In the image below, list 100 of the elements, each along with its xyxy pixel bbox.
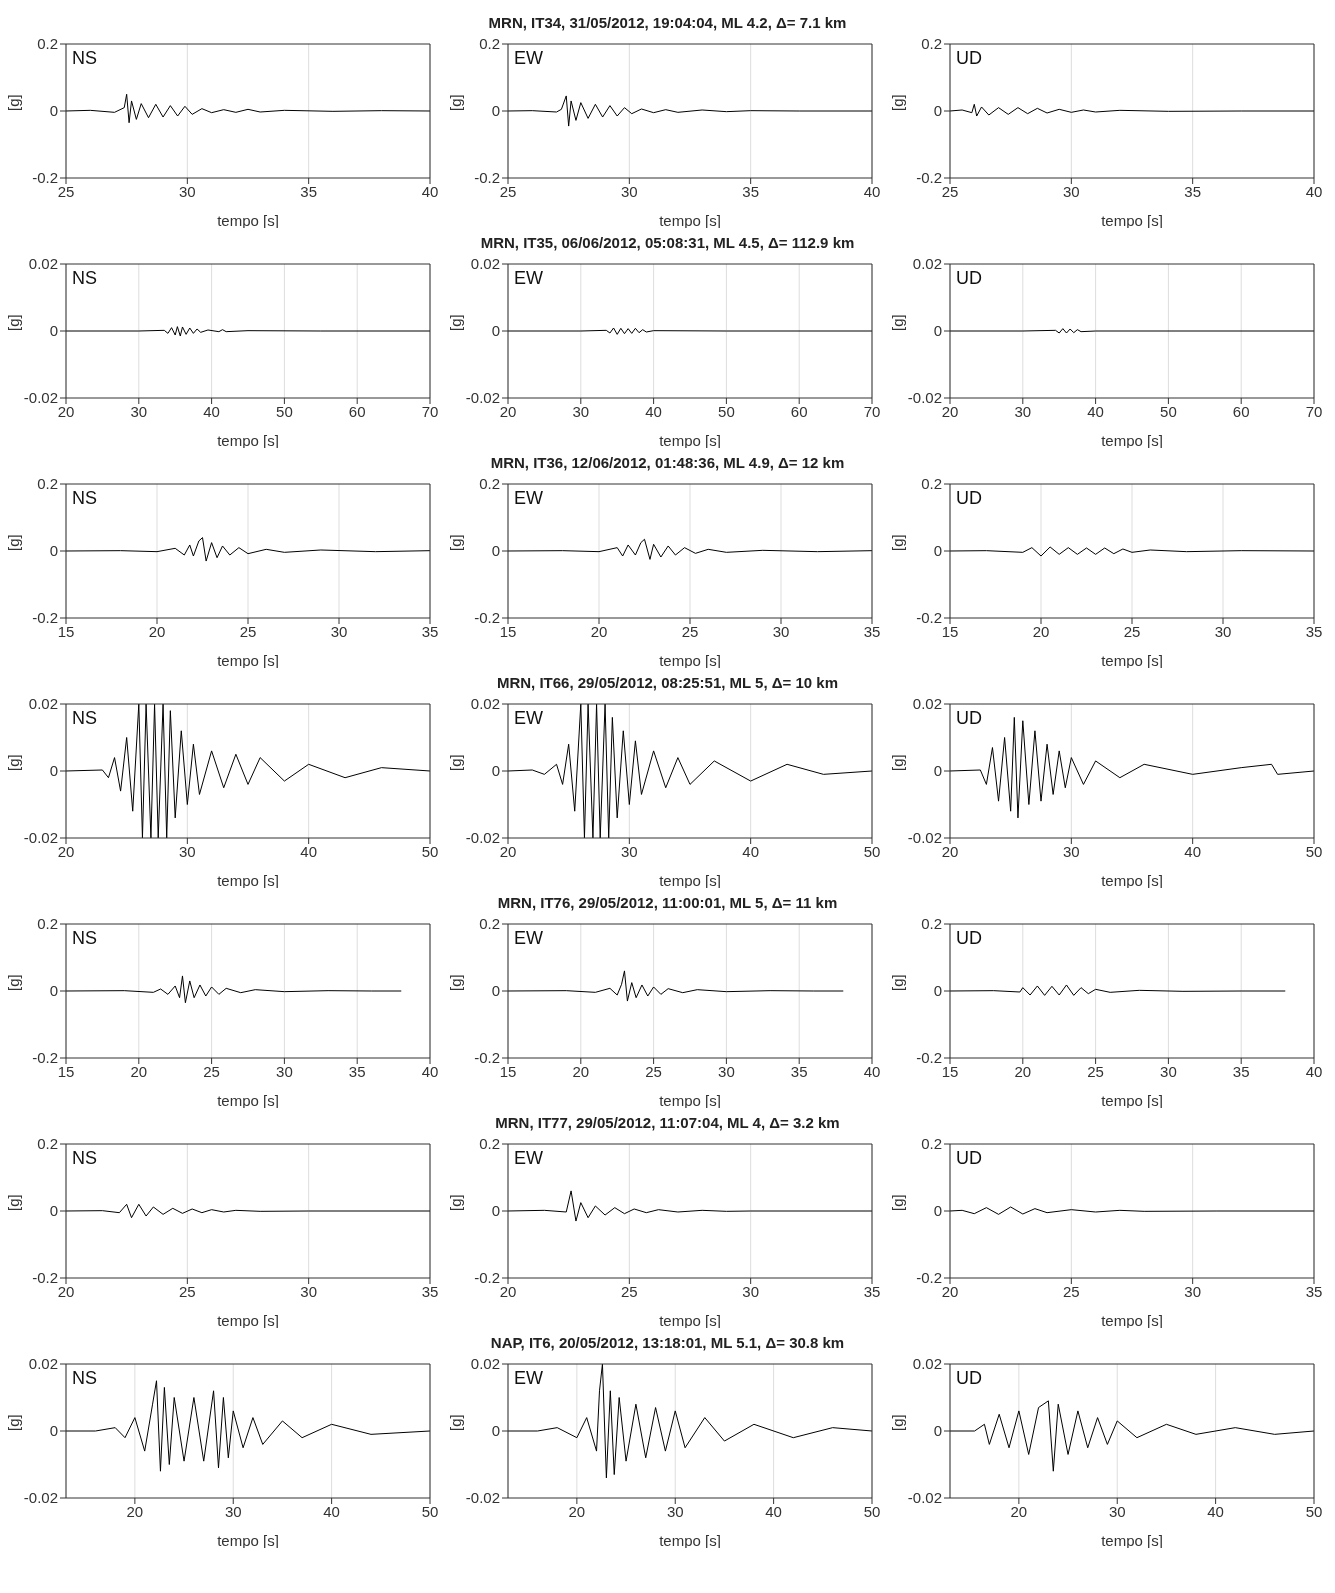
- annotation: EW: [514, 268, 543, 289]
- x-tick-label: 30: [224, 1502, 242, 1520]
- x-tick-label: 20: [1010, 1502, 1028, 1520]
- x-tick-label: 30: [742, 1282, 760, 1300]
- x-tick-label: 25: [941, 182, 959, 200]
- annotation: UD: [956, 268, 982, 289]
- x-tick-label: 35: [742, 182, 760, 200]
- line-series: [950, 1206, 1314, 1215]
- line-series: [950, 546, 1314, 557]
- y-tick-label: 0.02: [470, 1355, 500, 1373]
- x-tick-label: 40: [645, 402, 662, 420]
- x-tick-label: 25: [239, 622, 257, 640]
- x-tick-label: 25: [645, 1062, 662, 1080]
- y-tick-label: -0.02: [465, 829, 500, 847]
- x-tick-label: 30: [300, 1282, 318, 1300]
- annotation: EW: [514, 1368, 543, 1389]
- annotation: NS: [72, 1148, 98, 1169]
- x-tick-label: 30: [1160, 1062, 1177, 1080]
- annotation: NS: [72, 48, 98, 69]
- x-tick-label: 30: [666, 1502, 684, 1520]
- y-axis-title: [g]: [5, 974, 23, 991]
- x-tick-label: 20: [57, 1282, 75, 1300]
- y-tick-label: 0: [491, 542, 500, 560]
- x-tick-label: 20: [126, 1502, 144, 1520]
- x-tick-label: 40: [1305, 182, 1323, 200]
- y-tick-label: -0.02: [465, 1489, 500, 1507]
- y-tick-label: 0.2: [37, 35, 58, 53]
- y-tick-label: 0.02: [28, 255, 58, 273]
- x-tick-label: 25: [499, 182, 517, 200]
- line-series: [66, 326, 430, 337]
- y-tick-label: -0.2: [32, 1269, 58, 1287]
- x-tick-label: 50: [863, 1502, 881, 1520]
- y-tick-label: 0.02: [470, 695, 500, 713]
- line-series: [950, 984, 1286, 996]
- y-axis-title: [g]: [447, 974, 465, 991]
- x-tick-label: 30: [620, 182, 638, 200]
- x-tick-label: 40: [421, 1062, 439, 1080]
- x-tick-label: 30: [1014, 402, 1032, 420]
- y-axis-title: [g]: [447, 754, 465, 771]
- y-tick-label: -0.02: [907, 829, 942, 847]
- x-tick-label: 20: [130, 1062, 148, 1080]
- x-tick-label: 35: [421, 1282, 439, 1300]
- y-tick-label: -0.2: [916, 1049, 942, 1067]
- y-axis-title: [g]: [5, 754, 23, 771]
- y-tick-label: 0.2: [479, 35, 500, 53]
- y-tick-label: -0.2: [916, 169, 942, 187]
- y-tick-label: -0.2: [32, 169, 58, 187]
- chart-title: MRN, IT77, 29/05/2012, 11:07:04, ML 4, Δ= 3.2 km: [494, 1114, 841, 1131]
- chart-title: MRN, IT76, 29/05/2012, 11:00:01, ML 5, Δ= 11 km: [496, 894, 839, 911]
- x-tick-label: 25: [1123, 622, 1141, 640]
- y-tick-label: -0.02: [907, 389, 942, 407]
- annotation: UD: [956, 48, 982, 69]
- x-tick-label: 25: [203, 1062, 220, 1080]
- y-tick-label: 0: [491, 1202, 500, 1220]
- y-tick-label: -0.2: [916, 1269, 942, 1287]
- x-tick-label: 50: [421, 842, 439, 860]
- x-tick-label: 35: [300, 182, 318, 200]
- chart-title: MRN, IT66, 29/05/2012, 08:25:51, ML 5, Δ= 10 km: [495, 674, 840, 691]
- x-tick-label: 15: [941, 1062, 959, 1080]
- y-axis-title: [g]: [5, 1414, 23, 1431]
- y-tick-label: 0: [49, 322, 58, 340]
- x-tick-label: 25: [1087, 1062, 1104, 1080]
- x-tick-label: 25: [178, 1282, 196, 1300]
- y-tick-label: 0.02: [912, 255, 942, 273]
- y-tick-label: 0.2: [37, 915, 58, 933]
- y-tick-label: 0: [933, 1422, 942, 1440]
- line-series: [66, 975, 402, 1004]
- x-tick-label: 15: [941, 622, 959, 640]
- x-tick-label: 40: [203, 402, 220, 420]
- x-tick-label: 35: [421, 622, 439, 640]
- line-series: [508, 327, 872, 335]
- line-series: [66, 93, 430, 124]
- y-tick-label: 0.2: [921, 35, 942, 53]
- x-tick-label: 40: [1207, 1502, 1224, 1520]
- x-tick-label: 20: [148, 622, 166, 640]
- x-tick-label: 25: [57, 182, 75, 200]
- line-series: [950, 103, 1314, 117]
- x-tick-label: 40: [863, 1062, 881, 1080]
- x-tick-label: 20: [941, 1282, 959, 1300]
- x-tick-label: 25: [620, 1282, 638, 1300]
- y-tick-label: 0.2: [37, 475, 58, 493]
- annotation: UD: [956, 1148, 982, 1169]
- x-tick-label: 60: [348, 402, 366, 420]
- x-tick-label: 35: [1305, 622, 1323, 640]
- annotation: UD: [956, 928, 982, 949]
- y-tick-label: 0: [49, 102, 58, 120]
- y-tick-label: -0.2: [474, 609, 500, 627]
- x-tick-label: 30: [178, 182, 196, 200]
- y-tick-label: 0: [491, 322, 500, 340]
- x-tick-label: 40: [1305, 1062, 1323, 1080]
- y-axis-title: [g]: [889, 94, 907, 111]
- x-tick-label: 40: [742, 842, 760, 860]
- x-tick-label: 20: [590, 622, 608, 640]
- x-tick-label: 40: [863, 182, 881, 200]
- x-tick-label: 60: [1232, 402, 1250, 420]
- chart-title: MRN, IT34, 31/05/2012, 19:04:04, ML 4.2, Δ= 7.1 km: [487, 14, 848, 31]
- y-tick-label: 0.2: [479, 475, 500, 493]
- x-tick-label: 60: [790, 402, 808, 420]
- x-tick-label: 30: [1062, 182, 1080, 200]
- y-tick-label: 0.02: [912, 695, 942, 713]
